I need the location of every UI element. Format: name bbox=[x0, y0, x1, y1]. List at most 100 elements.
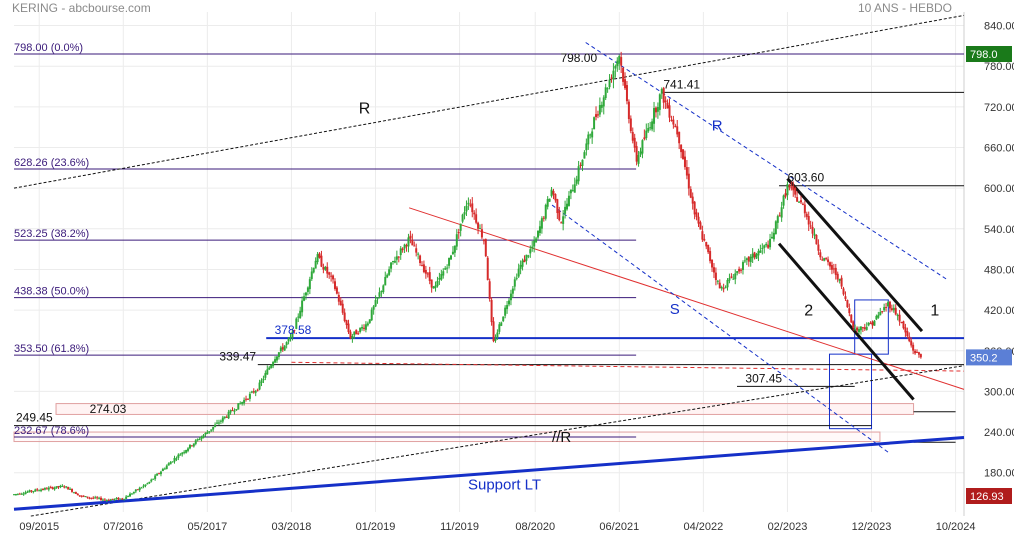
candle-body bbox=[805, 213, 808, 217]
candle-body bbox=[564, 206, 567, 214]
candle-body bbox=[415, 248, 418, 253]
y-tick-label: 660.00 bbox=[984, 143, 1014, 155]
candle-body bbox=[504, 307, 507, 316]
candle-body bbox=[185, 450, 188, 453]
candle-body bbox=[693, 201, 696, 215]
fib-level-label: 232.67 (78.6%) bbox=[14, 425, 89, 437]
candle-body bbox=[196, 439, 199, 441]
candle-body bbox=[618, 56, 621, 64]
candle-body bbox=[78, 495, 81, 497]
candle-body bbox=[428, 272, 431, 281]
candle-body bbox=[94, 497, 97, 499]
candle-body bbox=[633, 137, 636, 148]
candle-body bbox=[515, 277, 518, 279]
candle-body bbox=[384, 276, 387, 286]
candle-body bbox=[243, 399, 246, 404]
candle-body bbox=[548, 198, 551, 202]
y-tick-label: 300.00 bbox=[984, 386, 1014, 398]
candle-body bbox=[258, 382, 261, 390]
candle-body bbox=[424, 269, 427, 274]
candle-body bbox=[550, 189, 553, 197]
candle-body bbox=[871, 321, 874, 326]
candle-body bbox=[801, 203, 804, 205]
candle-body bbox=[765, 243, 768, 246]
candle-body bbox=[100, 497, 103, 500]
max-price-tag: 798.0 bbox=[970, 49, 998, 61]
candle-body bbox=[519, 264, 522, 269]
candle-body bbox=[146, 483, 149, 485]
candle-body bbox=[461, 214, 464, 222]
candle-body bbox=[409, 235, 412, 239]
candle-body bbox=[517, 268, 520, 277]
labels-layer: 798.00 (0.0%) 628.26 (23.6%) 523.25 (38.2%… bbox=[14, 42, 939, 494]
candle-body bbox=[612, 70, 615, 80]
candle-body bbox=[368, 319, 371, 323]
candle-body bbox=[448, 257, 451, 266]
candle-body bbox=[438, 277, 441, 280]
candle-body bbox=[372, 306, 375, 310]
level-label: 741.41 bbox=[663, 77, 700, 91]
candle-body bbox=[755, 254, 758, 259]
y-tick-label: 600.00 bbox=[984, 183, 1014, 195]
candle-body bbox=[457, 231, 460, 234]
candle-body bbox=[496, 332, 499, 338]
candle-body bbox=[49, 487, 52, 489]
candle-body bbox=[535, 238, 538, 243]
candle-body bbox=[656, 107, 659, 112]
candle-body bbox=[778, 215, 781, 217]
candle-body bbox=[616, 60, 619, 67]
candle-body bbox=[65, 486, 68, 488]
candle-body bbox=[790, 187, 793, 189]
candle-body bbox=[691, 196, 694, 204]
candle-body bbox=[865, 326, 868, 330]
candle-body bbox=[579, 164, 582, 166]
candle-body bbox=[738, 268, 741, 272]
candle-body bbox=[465, 205, 468, 212]
candle-body bbox=[471, 203, 474, 213]
candle-body bbox=[204, 432, 207, 435]
candle-body bbox=[799, 200, 802, 203]
candle-body bbox=[604, 87, 607, 99]
candle-body bbox=[72, 492, 75, 494]
candle-body bbox=[275, 356, 278, 361]
candle-body bbox=[434, 285, 437, 288]
candle-body bbox=[798, 201, 801, 203]
candle-body bbox=[480, 229, 483, 238]
candle-body bbox=[397, 256, 400, 258]
candle-body bbox=[154, 475, 157, 479]
level-label: 274.03 bbox=[90, 402, 127, 416]
candle-body bbox=[828, 262, 831, 267]
candle-body bbox=[653, 107, 656, 124]
candle-body bbox=[879, 312, 882, 316]
candle-body bbox=[395, 256, 398, 260]
candle-body bbox=[635, 146, 638, 162]
y-tick-label: 420.00 bbox=[984, 305, 1014, 317]
candle-body bbox=[134, 489, 137, 492]
candle-body bbox=[542, 217, 545, 219]
candle-body bbox=[809, 225, 812, 227]
candle-body bbox=[40, 489, 43, 491]
candle-body bbox=[92, 497, 95, 499]
candle-body bbox=[316, 254, 319, 263]
candle-body bbox=[477, 222, 480, 229]
candle-body bbox=[380, 290, 383, 293]
candle-body bbox=[297, 316, 300, 318]
candle-body bbox=[129, 493, 132, 497]
support-lt-line bbox=[13, 435, 965, 511]
candle-body bbox=[697, 216, 700, 224]
candle-body bbox=[741, 262, 744, 270]
candle-body bbox=[606, 88, 609, 90]
annotation-label: 2 bbox=[804, 303, 813, 320]
candle-body bbox=[192, 443, 195, 447]
candle-body bbox=[662, 88, 665, 103]
candle-body bbox=[857, 329, 860, 333]
candle-body bbox=[676, 126, 679, 135]
candle-body bbox=[61, 485, 64, 487]
candle-body bbox=[274, 359, 277, 363]
candle-body bbox=[256, 389, 259, 391]
candle-body bbox=[666, 102, 669, 109]
target-zone-box bbox=[828, 353, 873, 430]
candle-body bbox=[190, 445, 193, 447]
candle-body bbox=[420, 265, 423, 267]
candle-body bbox=[405, 245, 408, 247]
